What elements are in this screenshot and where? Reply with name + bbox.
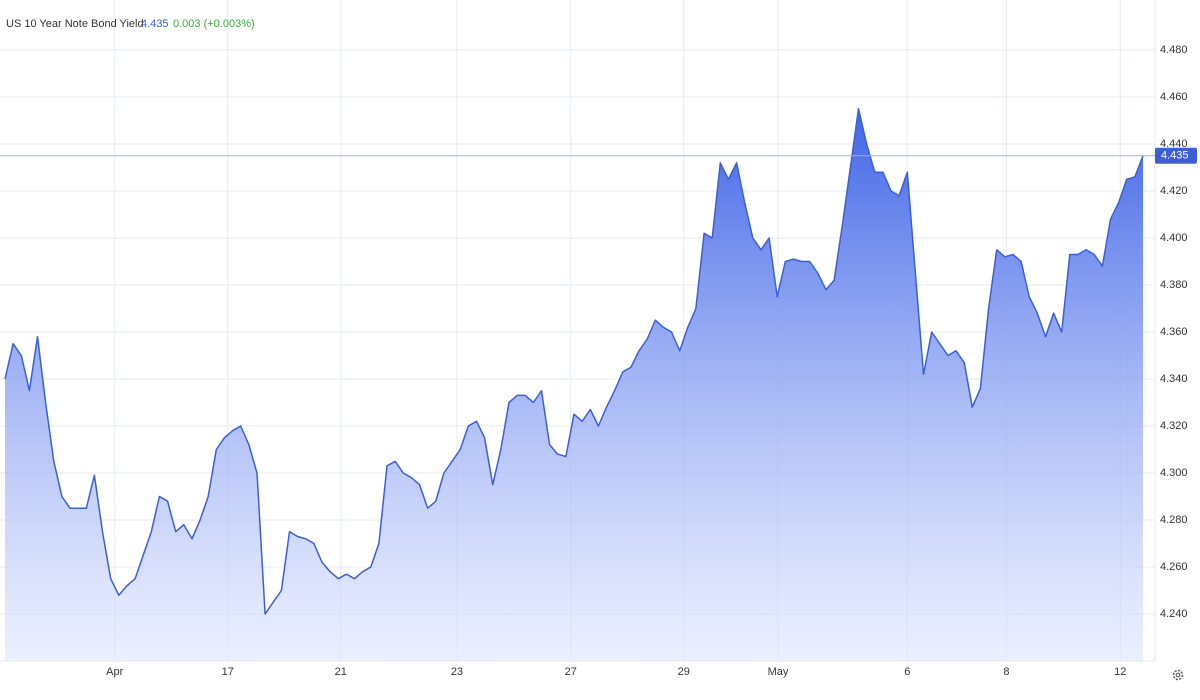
y-tick-label: 4.360 <box>1160 326 1188 338</box>
y-tick-label: 4.260 <box>1160 561 1188 573</box>
y-tick-label: 4.240 <box>1160 608 1188 620</box>
y-tick-label: 4.340 <box>1160 373 1188 385</box>
x-tick-label: 27 <box>565 666 577 678</box>
y-tick-label: 4.460 <box>1160 91 1188 103</box>
area-fill <box>5 108 1143 661</box>
x-tick-label: 29 <box>678 666 690 678</box>
chart-title: US 10 Year Note Bond Yield <box>6 18 144 30</box>
header-change: 0.003 (+0.003%) <box>173 18 255 30</box>
y-tick-label: 4.440 <box>1160 138 1188 150</box>
x-tick-label: 21 <box>335 666 347 678</box>
header-price: 4.435 <box>141 18 169 30</box>
x-tick-label: Apr <box>106 666 123 678</box>
y-tick-label: 4.400 <box>1160 232 1188 244</box>
labels: 4.240 4.260 4.280 4.300 4.320 4.340 4.360 4.380… <box>106 44 1197 678</box>
y-tick-label: 4.380 <box>1160 279 1188 291</box>
settings-icon[interactable] <box>1172 669 1184 681</box>
line <box>4 107 1144 615</box>
x-tick-label: 6 <box>904 666 910 678</box>
price-label-box <box>1155 147 1197 164</box>
y-tick-label: 4.420 <box>1160 185 1188 197</box>
price-label: 4.435 <box>1161 150 1189 162</box>
x-tick-label: May <box>768 666 789 678</box>
plot <box>0 107 1155 661</box>
y-tick-label: 4.320 <box>1160 420 1188 432</box>
y-tick-label: 4.300 <box>1160 467 1188 479</box>
x-tick-label: 23 <box>451 666 463 678</box>
x-tick-label: 17 <box>222 666 234 678</box>
y-tick-label: 4.480 <box>1160 44 1188 56</box>
x-tick-label: 12 <box>1114 666 1126 678</box>
y-tick-label: 4.280 <box>1160 514 1188 526</box>
x-tick-label: 8 <box>1003 666 1009 678</box>
